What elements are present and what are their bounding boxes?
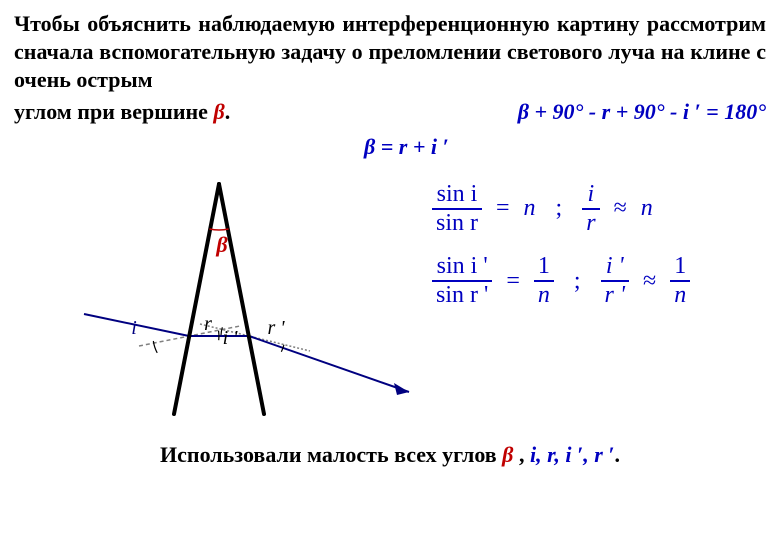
snell-row-1: sin i sin r = n ; i r ≈ n bbox=[432, 182, 766, 236]
bottom-sep: , bbox=[513, 442, 530, 467]
r2-semi: ; bbox=[564, 268, 591, 295]
r1-eq1: = bbox=[492, 195, 514, 222]
svg-text:β: β bbox=[215, 232, 228, 257]
bottom-beta: β bbox=[502, 442, 513, 467]
r2-r2-num: 1 bbox=[670, 254, 690, 279]
r2-r2-den: n bbox=[670, 283, 690, 308]
r2-lhs-num: sin i ' bbox=[433, 254, 492, 279]
bottom-note: Использовали малость всех углов β , i, r… bbox=[14, 442, 766, 468]
intro-last-prefix: углом при вершине bbox=[14, 99, 213, 124]
intro-paragraph: Чтобы объяснить наблюдаемую интерференци… bbox=[14, 10, 766, 94]
r1-rhs2: n bbox=[641, 195, 653, 222]
r1-lhs-den: sin r bbox=[432, 211, 482, 236]
equation-beta: β = r + i ′ bbox=[364, 133, 766, 162]
r1-rhs-num: i bbox=[584, 182, 599, 207]
r2-eq1: = bbox=[502, 268, 524, 295]
r2-lhs-den: sin r ' bbox=[432, 283, 492, 308]
r2-rhs-den: r ' bbox=[601, 283, 629, 308]
svg-text:r: r bbox=[204, 313, 212, 335]
formula-block: sin i sin r = n ; i r ≈ n sin i ' sin r … bbox=[424, 164, 766, 327]
r1-lhs-num: sin i bbox=[433, 182, 482, 207]
bottom-angles: i, r, i ′, r ′ bbox=[530, 442, 615, 467]
svg-text:r ': r ' bbox=[267, 317, 285, 339]
r2-mid-den: n bbox=[534, 283, 554, 308]
r1-rhs1: n bbox=[524, 195, 536, 222]
bottom-period: . bbox=[614, 442, 620, 467]
r1-eq2: ≈ bbox=[610, 195, 631, 222]
snell-row-2: sin i ' sin r ' = 1 n ; i ' r ' ≈ 1 n bbox=[432, 254, 766, 308]
svg-text:i: i bbox=[131, 317, 137, 339]
refraction-diagram: β i r i ' r ' bbox=[14, 164, 424, 434]
r2-eq2: ≈ bbox=[639, 268, 660, 295]
beta-symbol-intro: β bbox=[213, 99, 224, 124]
svg-text:i ': i ' bbox=[223, 327, 239, 349]
intro-period: . bbox=[225, 99, 231, 124]
bottom-prefix: Использовали малость всех углов bbox=[160, 442, 502, 467]
equation-angle-sum: β + 90° - r + 90° - i ′ = 180° bbox=[488, 98, 766, 127]
r1-rhs-den: r bbox=[582, 211, 599, 236]
r1-semi: ; bbox=[546, 195, 573, 222]
r2-mid-num: 1 bbox=[534, 254, 554, 279]
r2-rhs-num: i ' bbox=[602, 254, 628, 279]
